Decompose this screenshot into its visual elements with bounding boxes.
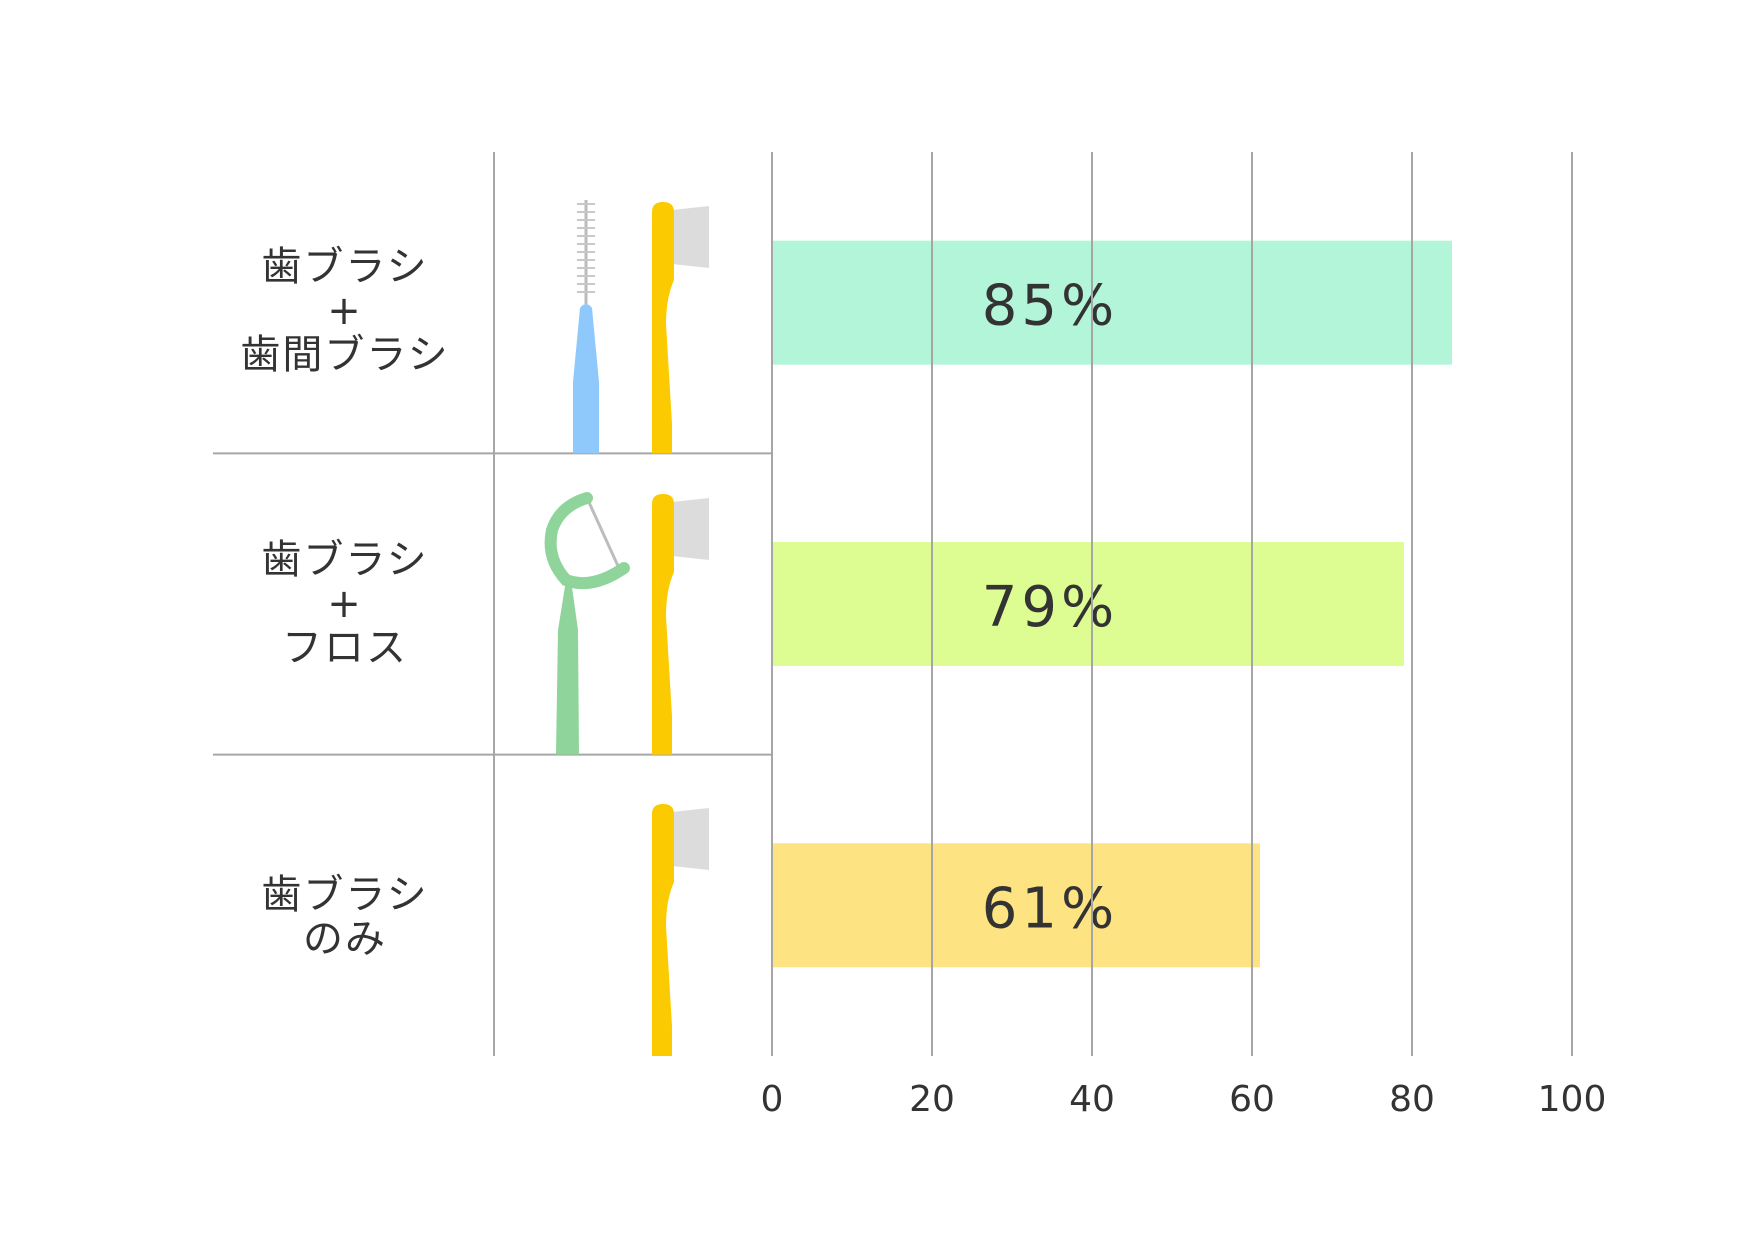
toothbrush-bristles [672,206,709,268]
toothbrush-handle [652,804,674,1056]
category-label-line: 歯間ブラシ [240,332,450,378]
toothbrush-bristles [672,808,709,870]
icon-layer [544,200,709,1056]
x-tick-label: 80 [1389,1079,1435,1120]
category-label-line: フロス [282,625,408,671]
floss-pick-handle [556,580,579,755]
interdental-handle [573,304,599,454]
x-axis-ticks: 0 20 40 60 80 100 [761,1079,1607,1120]
toothbrush-icon [652,804,709,1056]
x-tick-label: 100 [1538,1079,1607,1120]
category-label-line: 歯ブラシ [261,537,429,583]
bar-value-label: 85% [982,274,1118,339]
toothbrush-handle [652,202,674,454]
toothbrush-icon [652,494,709,755]
x-tick-label: 0 [761,1079,784,1120]
toothbrush-icon [652,202,709,454]
x-tick-label: 40 [1069,1079,1115,1120]
gridline-overlay [771,152,1573,1056]
toothbrush-handle [652,494,674,755]
category-label-line: のみ [303,916,387,962]
category-label-line: + [327,581,363,627]
x-tick-label: 20 [909,1079,955,1120]
category-label-line: + [327,288,363,334]
interdental-brush-icon [573,200,599,454]
category-label: 歯ブラシ のみ [215,873,475,961]
category-label-line: 歯ブラシ [261,244,429,290]
bar-value-label: 79% [982,575,1118,640]
category-label-line: 歯ブラシ [261,872,429,918]
floss-pick-icon [544,492,630,755]
x-tick-label: 60 [1229,1079,1275,1120]
bar [772,843,1260,968]
bar [772,240,1452,365]
category-label: 歯ブラシ + フロス [215,538,475,670]
bar [772,542,1404,666]
bar-layer: 85% 79% 61% [772,240,1452,968]
toothbrush-bristles [672,498,709,560]
bar-value-label: 61% [982,876,1118,941]
category-table [213,152,772,1056]
category-label: 歯ブラシ + 歯間ブラシ [215,245,475,377]
